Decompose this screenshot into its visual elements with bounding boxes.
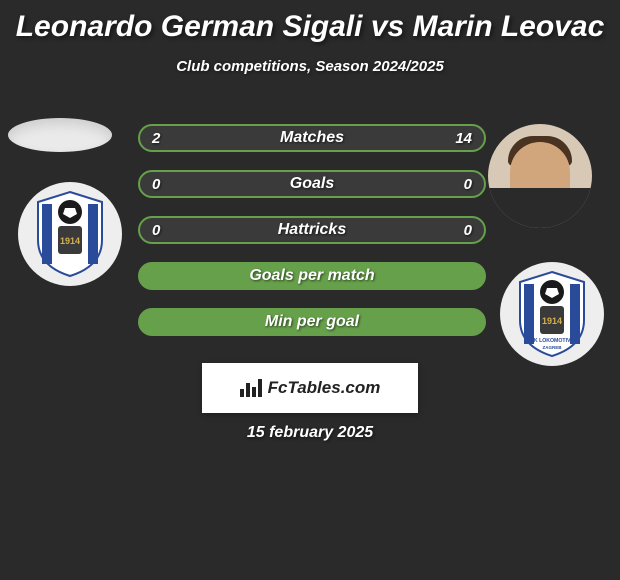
club-crest-left: 1914 — [18, 182, 122, 286]
stat-label: Goals per match — [249, 267, 374, 285]
stat-right-value: 0 — [464, 176, 472, 193]
stat-row-min-per-goal: Min per goal — [138, 308, 486, 336]
stat-left-value: 0 — [152, 222, 160, 239]
svg-text:1914: 1914 — [542, 316, 562, 326]
stat-row-hattricks: 0 Hattricks 0 — [138, 216, 486, 244]
stat-right-value: 14 — [455, 130, 472, 147]
club-crest-right: 1914 NK LOKOMOTIVA ZAGREB — [500, 262, 604, 366]
stats-container: 2 Matches 14 0 Goals 0 0 Hattricks 0 Goa… — [138, 124, 486, 354]
svg-text:NK LOKOMOTIVA: NK LOKOMOTIVA — [530, 338, 574, 344]
stat-left-value: 2 — [152, 130, 160, 147]
svg-text:ZAGREB: ZAGREB — [543, 345, 563, 350]
page-subtitle: Club competitions, Season 2024/2025 — [0, 58, 620, 75]
page-title: Leonardo German Sigali vs Marin Leovac — [0, 0, 620, 44]
stat-label: Goals — [290, 175, 334, 193]
stat-row-matches: 2 Matches 14 — [138, 124, 486, 152]
chart-icon — [240, 379, 262, 397]
stat-row-goals: 0 Goals 0 — [138, 170, 486, 198]
stat-label: Min per goal — [265, 313, 359, 331]
stat-label: Hattricks — [278, 221, 346, 239]
stat-left-value: 0 — [152, 176, 160, 193]
stat-row-goals-per-match: Goals per match — [138, 262, 486, 290]
player-left-avatar — [8, 118, 112, 152]
player-right-avatar — [488, 124, 592, 228]
site-logo-text: FcTables.com — [268, 378, 381, 398]
svg-text:1914: 1914 — [60, 236, 80, 246]
stat-label: Matches — [280, 129, 344, 147]
date-text: 15 february 2025 — [0, 424, 620, 442]
site-logo: FcTables.com — [202, 363, 418, 413]
stat-right-value: 0 — [464, 222, 472, 239]
